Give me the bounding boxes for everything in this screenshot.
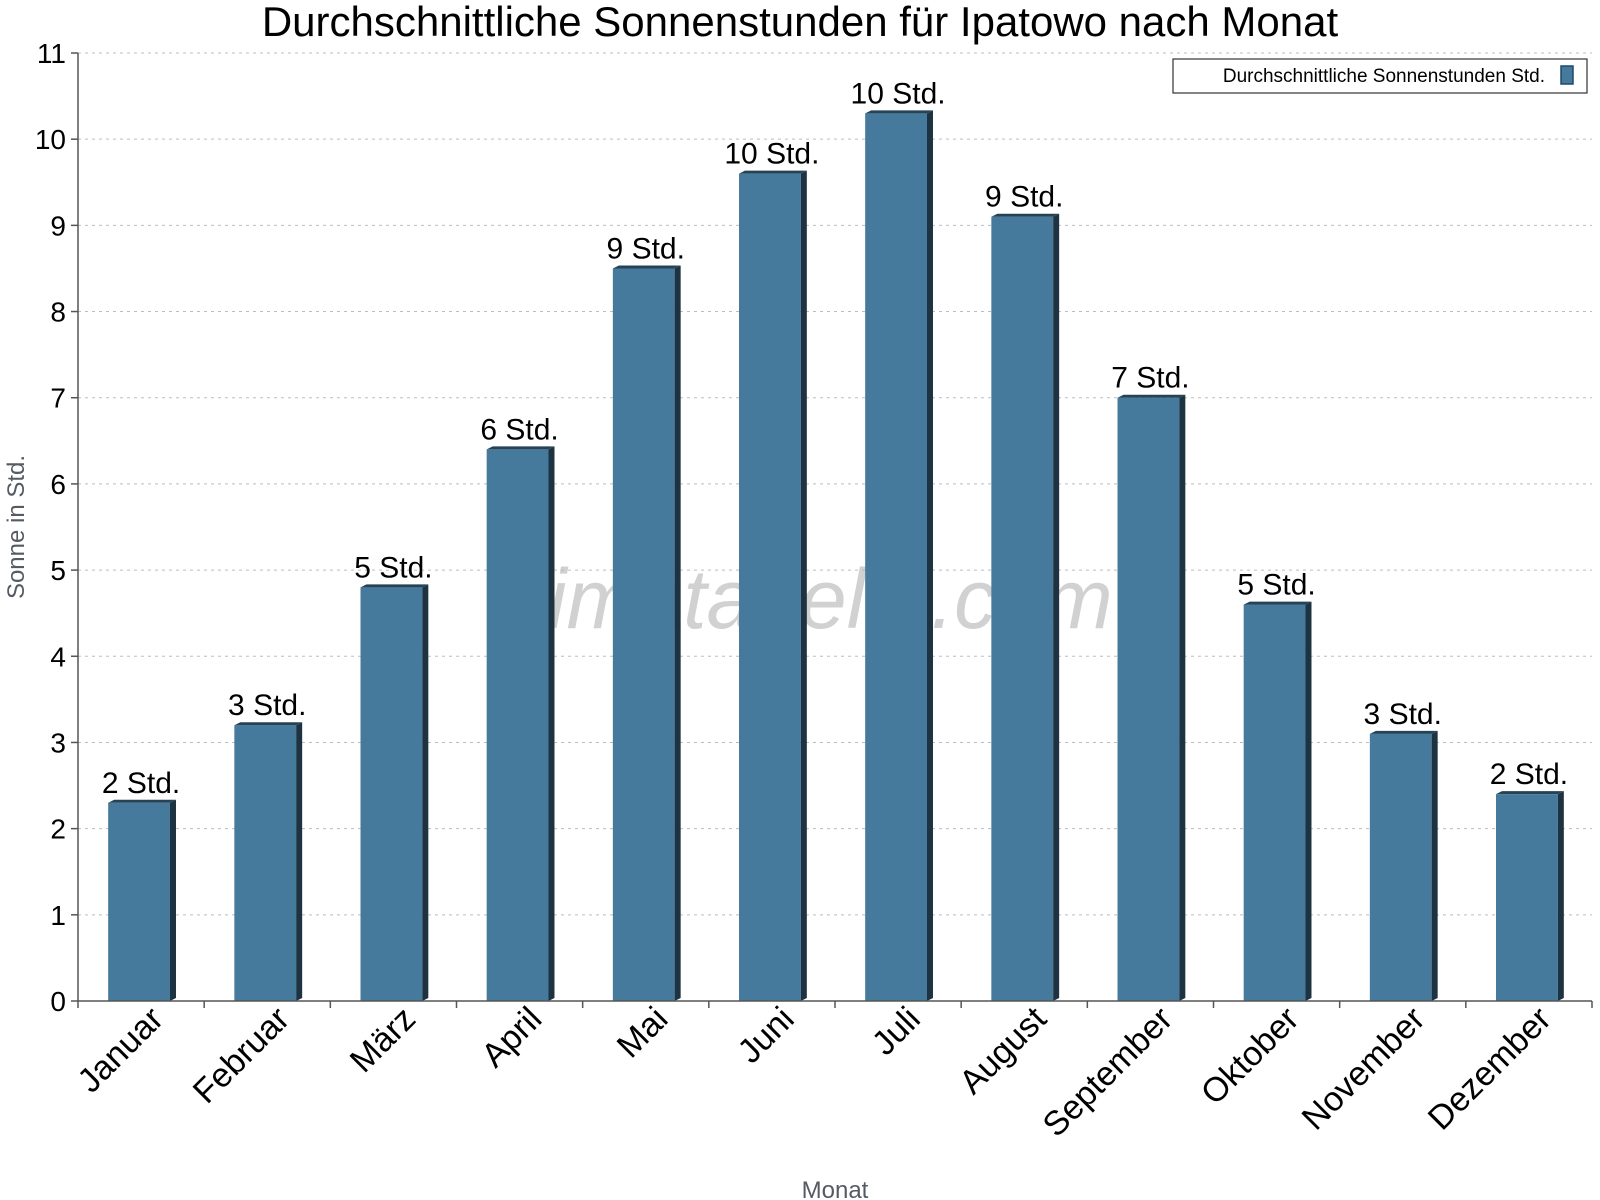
chart-title: Durchschnittliche Sonnenstunden für Ipat…: [262, 0, 1339, 45]
bar-side: [1305, 601, 1312, 1001]
x-tick-label: Mai: [610, 1000, 676, 1066]
bar-side: [296, 722, 303, 1001]
y-tick-label: 9: [50, 210, 66, 241]
bar-side: [1557, 791, 1564, 1001]
x-tick-label: August: [952, 999, 1054, 1101]
y-axis-label: Sonne in Std.: [3, 455, 30, 599]
data-labels: 2 Std. 3 Std. 5 Std. 6 Std. 9 Std. 10 Std. 10 …: [102, 77, 1568, 799]
data-label: 9 Std.: [985, 181, 1063, 214]
bar-top: [1243, 601, 1312, 605]
bar-side: [548, 446, 555, 1001]
bar-top: [865, 110, 933, 114]
bar-side: [1179, 394, 1186, 1001]
bar-side: [1053, 213, 1060, 1001]
y-tick-label: 8: [50, 297, 66, 328]
x-tick-label: Oktober: [1194, 1000, 1306, 1112]
y-axis-ticks: 0 1 2 3 4 5 6 7 8 9 10 11: [35, 38, 78, 1017]
y-tick-label: 10: [35, 124, 66, 155]
bar: [1117, 394, 1186, 1001]
bar-top: [1496, 791, 1564, 795]
bar-front: [360, 587, 423, 1001]
data-label: 7 Std.: [1111, 362, 1189, 395]
x-axis-label: Monat: [802, 1177, 869, 1200]
bar-top: [612, 265, 681, 269]
bar-top: [1117, 394, 1186, 398]
data-label: 6 Std.: [480, 413, 558, 446]
bar-side: [674, 265, 681, 1001]
bar-front: [1243, 604, 1306, 1001]
bar-front: [865, 113, 927, 1001]
legend-label: Durchschnittliche Sonnenstunden Std.: [1223, 66, 1545, 87]
legend-box: [1172, 58, 1588, 94]
data-label: 9 Std.: [607, 232, 685, 265]
x-tick-label: März: [343, 1000, 423, 1080]
bar-front: [612, 268, 675, 1001]
bar-front: [1496, 794, 1558, 1001]
bar-top: [1369, 730, 1438, 734]
bar: [1243, 601, 1312, 1001]
y-tick-label: 4: [50, 641, 66, 672]
bar-side: [800, 170, 807, 1001]
bar: [360, 584, 429, 1001]
y-tick-label: 0: [50, 986, 66, 1017]
x-tick-label: November: [1295, 1000, 1433, 1138]
bar: [739, 170, 807, 1001]
bar-front: [108, 802, 170, 1001]
y-tick-label: 11: [37, 38, 66, 69]
bar: [108, 799, 176, 1001]
bar-side: [926, 110, 933, 1001]
bar: [612, 265, 681, 1001]
data-label: 3 Std.: [228, 689, 306, 722]
bar-top: [234, 722, 303, 726]
y-tick-label: 2: [50, 814, 66, 845]
data-label: 5 Std.: [1237, 569, 1315, 602]
y-tick-label: 1: [50, 900, 66, 931]
bar: [234, 722, 303, 1001]
bar-top: [108, 799, 176, 803]
bar-top: [739, 170, 807, 174]
x-tick-label: April: [474, 1000, 549, 1075]
x-tick-label: Juni: [731, 1000, 802, 1071]
x-tick-label: Juli: [865, 1000, 928, 1063]
bar: [486, 446, 555, 1001]
bar-top: [991, 213, 1060, 217]
bar-side: [1431, 730, 1438, 1001]
data-label: 10 Std.: [724, 138, 819, 171]
bar-top: [360, 584, 429, 588]
bar-top: [486, 446, 555, 450]
legend-swatch: [1560, 65, 1574, 85]
legend: Durchschnittliche Sonnenstunden Std.: [1172, 58, 1588, 94]
y-tick-label: 3: [50, 727, 66, 758]
bar: [1369, 730, 1438, 1001]
bar-side: [169, 799, 176, 1001]
x-tick-label: Februar: [186, 1000, 297, 1111]
bar-series: [108, 110, 1564, 1001]
bar-front: [486, 449, 549, 1001]
data-label: 2 Std.: [1490, 758, 1568, 791]
y-tick-label: 6: [50, 469, 66, 500]
bar: [1496, 791, 1564, 1001]
bar-front: [991, 216, 1054, 1001]
bar: [865, 110, 933, 1001]
bar: [991, 213, 1060, 1001]
x-tick-label: Dezember: [1421, 1000, 1559, 1138]
data-label: 2 Std.: [102, 767, 180, 800]
x-axis-ticks: Januar Februar März April Mai Juni Juli AugustS…: [70, 999, 1593, 1144]
y-tick-label: 5: [50, 555, 66, 586]
y-tick-label: 7: [50, 383, 66, 414]
bar-side: [422, 584, 429, 1001]
bar-front: [234, 725, 297, 1001]
data-label: 10 Std.: [851, 77, 946, 110]
data-label: 5 Std.: [354, 551, 432, 584]
bar-front: [1369, 733, 1432, 1001]
x-tick-label: September: [1036, 1000, 1180, 1144]
bar-front: [1117, 397, 1180, 1001]
x-tick-label: Januar: [70, 1000, 170, 1100]
gridlines: [78, 52, 1592, 916]
bar-front: [739, 173, 801, 1001]
data-label: 3 Std.: [1364, 698, 1442, 731]
